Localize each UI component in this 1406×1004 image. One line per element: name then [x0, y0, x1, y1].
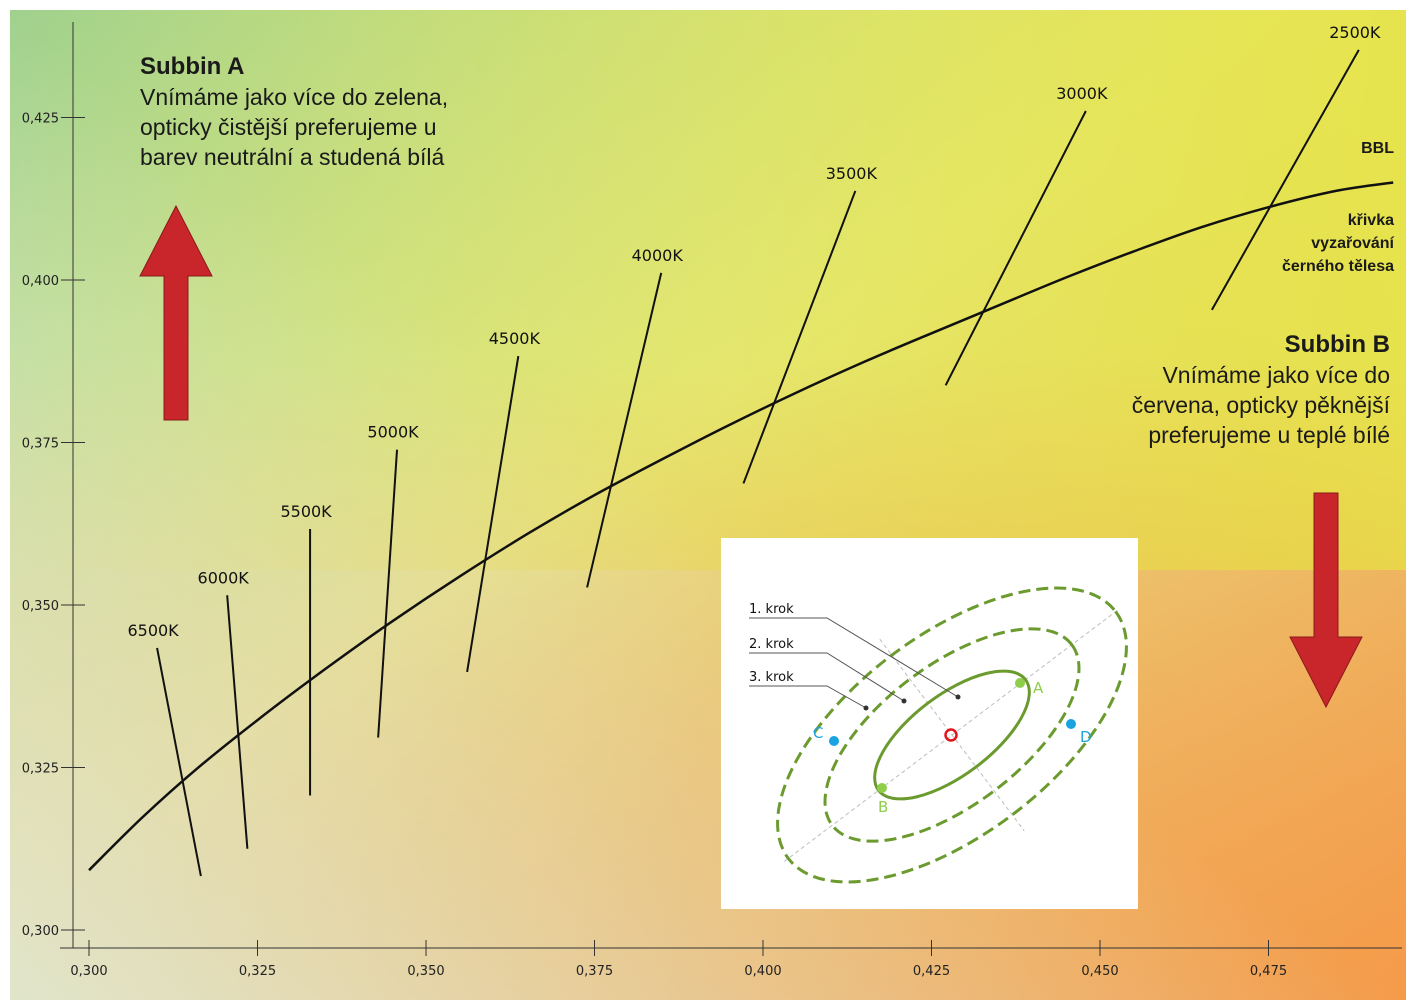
isotherm-line: [1211, 49, 1360, 311]
y-tick-label: 0,425: [22, 112, 59, 127]
isotherm-label: 3500K: [826, 164, 878, 183]
inset-point-c: [829, 736, 839, 746]
inset-label-b: B: [878, 798, 888, 816]
isotherm-line: [226, 595, 249, 849]
step-leader-line: [749, 685, 867, 709]
x-tick-label: 0,350: [407, 964, 444, 979]
axes: 0,300 0,325 0,350 0,375 0,400 0,425 0,300 0,325…: [22, 22, 1402, 979]
inset-ellipse-3: [776, 586, 1128, 884]
inset-diagram: 1. krok 2. krok 3. krok A B C D: [721, 538, 1138, 909]
step-leader-line: [749, 652, 905, 702]
subbin-b-line-1: Vnímáme jako více do: [1162, 362, 1390, 388]
x-tick-label: 0,325: [239, 964, 276, 979]
isotherm-label: 3000K: [1056, 84, 1108, 103]
isotherm-label: 6000K: [198, 568, 250, 587]
subbin-b-line-2: červena, opticky pěknější: [1131, 392, 1390, 418]
subbin-a-title: Subbin A: [140, 53, 245, 80]
isotherm-line: [466, 355, 520, 673]
x-tick-label: 0,300: [70, 964, 107, 979]
inset-center-point: [944, 728, 958, 742]
step-leader-line: [749, 617, 959, 698]
inset-label-c: C: [813, 724, 823, 742]
x-tick-label: 0,400: [744, 964, 781, 979]
step-leader-dot: [901, 698, 907, 704]
subbin-a-line-1: Vnímáme jako více do zelena,: [140, 84, 449, 110]
inset-label-d: D: [1080, 728, 1092, 746]
isotherm-line: [377, 449, 399, 738]
arrows: [139, 204, 1363, 709]
isotherm-line: [156, 647, 202, 877]
isotherm-line: [586, 272, 663, 588]
y-tick-label: 0,375: [22, 437, 59, 452]
subbin-b-line-3: preferujeme u teplé bílé: [1148, 422, 1390, 448]
y-tick-label: 0,350: [22, 599, 59, 614]
isotherm-label: 2500K: [1329, 23, 1381, 42]
subbin-a-line-2: opticky čistější preferujeme u: [140, 114, 437, 140]
x-tick-label: 0,425: [913, 964, 950, 979]
bbl-description-line-2: vyzařování: [1311, 235, 1394, 252]
step-leader-dot: [955, 694, 961, 700]
subbin-b-title: Subbin B: [1284, 331, 1390, 358]
isotherm-label: 4500K: [489, 329, 541, 348]
inset-point-a: [1015, 678, 1025, 688]
y-tick-label: 0,325: [22, 762, 59, 777]
annotation-subbin-b: Subbin B Vnímáme jako více do červena, o…: [1110, 330, 1390, 450]
y-tick-label: 0,400: [22, 274, 59, 289]
inset-point-b: [877, 783, 887, 793]
isotherm-label: 5500K: [280, 502, 332, 521]
subbin-a-line-3: barev neutrální a studená bílá: [140, 144, 445, 170]
inset-point-d: [1066, 719, 1076, 729]
isotherm-label: 6500K: [127, 621, 179, 640]
step-label: 2. krok: [749, 637, 794, 652]
isotherm-label: 5000K: [367, 423, 419, 442]
inset-minor-axis: [879, 638, 1025, 832]
y-tick-label: 0,300: [22, 924, 59, 939]
plot-background-pale: [10, 10, 1406, 1000]
arrow-up-icon: [139, 204, 213, 421]
isotherm-line: [944, 110, 1087, 386]
bbl-label: BBL: [1361, 140, 1394, 157]
bbl-description-line-1: křivka: [1347, 212, 1394, 229]
step-label: 1. krok: [749, 602, 794, 617]
annotation-subbin-a: Subbin A Vnímáme jako více do zelena, op…: [140, 52, 470, 172]
x-tick-label: 0,475: [1250, 964, 1287, 979]
inset-ellipses: [776, 586, 1128, 884]
x-tick-label: 0,375: [576, 964, 613, 979]
bbl-description-line-3: černého tělesa: [1281, 258, 1394, 275]
isotherm-label: 4000K: [632, 246, 684, 265]
step-leader-dot: [863, 705, 869, 711]
inset-label-a: A: [1033, 679, 1044, 697]
inset-ellipse-2: [823, 627, 1081, 843]
isotherm-line: [742, 190, 857, 484]
isotherm-lines: 6500K 6000K 5500K 5000K 4500K 4000K 3500K 3000K…: [127, 23, 1381, 877]
bbl-curve-layer: [88, 181, 1394, 872]
bbl-curve: [88, 181, 1394, 872]
step-label: 3. krok: [749, 670, 794, 685]
arrow-down-icon: [1289, 492, 1363, 709]
x-tick-label: 0,450: [1081, 964, 1118, 979]
